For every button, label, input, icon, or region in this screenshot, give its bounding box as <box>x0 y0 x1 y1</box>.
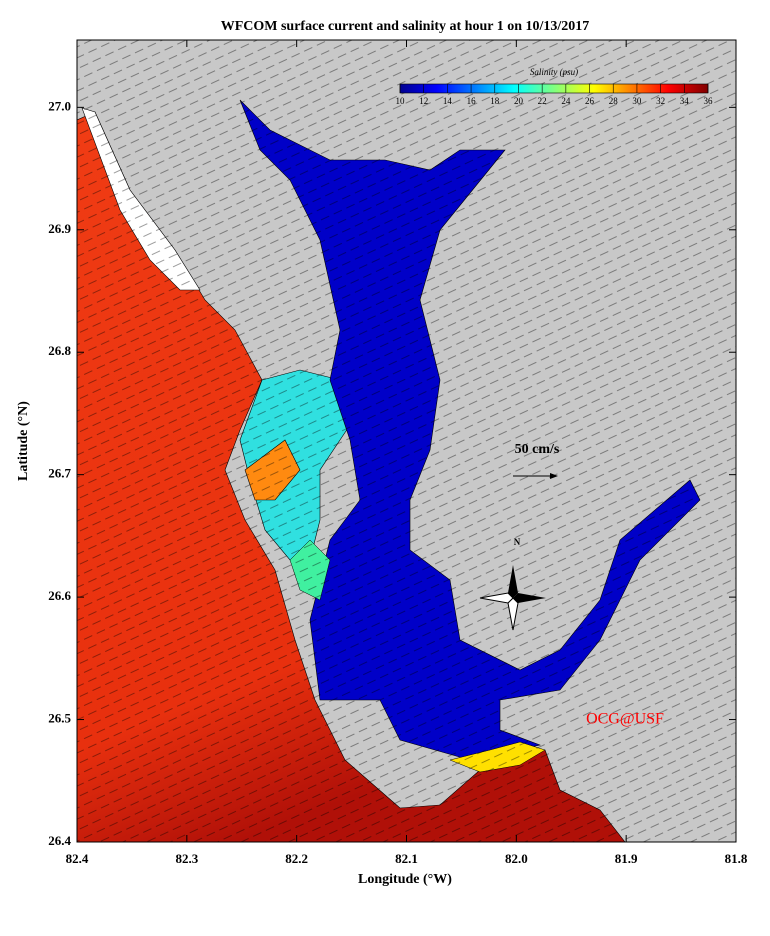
y-tick-label: 26.5 <box>48 711 71 726</box>
credit: OCG@USF <box>586 711 664 728</box>
colorbar-tick-label: 16 <box>467 96 477 106</box>
y-axis-label: Latitude (°N) <box>16 401 31 481</box>
x-tick-label: 82.4 <box>66 851 89 866</box>
map-area <box>77 40 736 842</box>
y-tick-label: 26.9 <box>48 221 71 236</box>
colorbar-tick-label: 28 <box>609 96 619 106</box>
colorbar-tick-label: 26 <box>585 96 595 106</box>
north-label: N <box>514 537 521 547</box>
colorbar-tick-label: 32 <box>656 96 665 106</box>
colorbar-tick-label: 36 <box>704 96 714 106</box>
colorbar-tick-label: 22 <box>538 96 547 106</box>
colorbar-title: Salinity (psu) <box>530 67 578 77</box>
colorbar-tick-label: 18 <box>490 96 500 106</box>
current-vectors <box>77 40 736 842</box>
colorbar-tick-label: 34 <box>680 96 690 106</box>
y-tick-label: 26.8 <box>48 343 71 358</box>
x-axis-label: Longitude (°W) <box>358 872 452 887</box>
colorbar-tick-label: 30 <box>632 96 642 106</box>
x-tick-label: 81.9 <box>615 851 638 866</box>
north-arrow <box>479 565 546 631</box>
colorbar-tick-label: 10 <box>396 96 406 106</box>
chart-title: WFCOM surface current and salinity at ho… <box>221 19 590 34</box>
x-tick-label: 81.8 <box>725 851 748 866</box>
scale-arrowhead <box>550 473 558 479</box>
x-tick-label: 82.0 <box>505 851 528 866</box>
colorbar-tick-label: 24 <box>561 96 571 106</box>
y-tick-label: 27.0 <box>48 98 71 113</box>
colorbar <box>399 83 709 94</box>
x-tick-label: 82.1 <box>395 851 418 866</box>
colorbar-tick-label: 14 <box>443 96 453 106</box>
colorbar-tick-label: 12 <box>419 96 428 106</box>
y-tick-label: 26.4 <box>48 833 71 848</box>
x-tick-label: 82.3 <box>175 851 198 866</box>
x-tick-label: 82.2 <box>285 851 308 866</box>
scale-label: 50 cm/s <box>515 442 560 457</box>
colorbar-tick-label: 20 <box>514 96 524 106</box>
y-tick-label: 26.7 <box>48 466 71 481</box>
y-tick-label: 26.6 <box>48 588 71 603</box>
